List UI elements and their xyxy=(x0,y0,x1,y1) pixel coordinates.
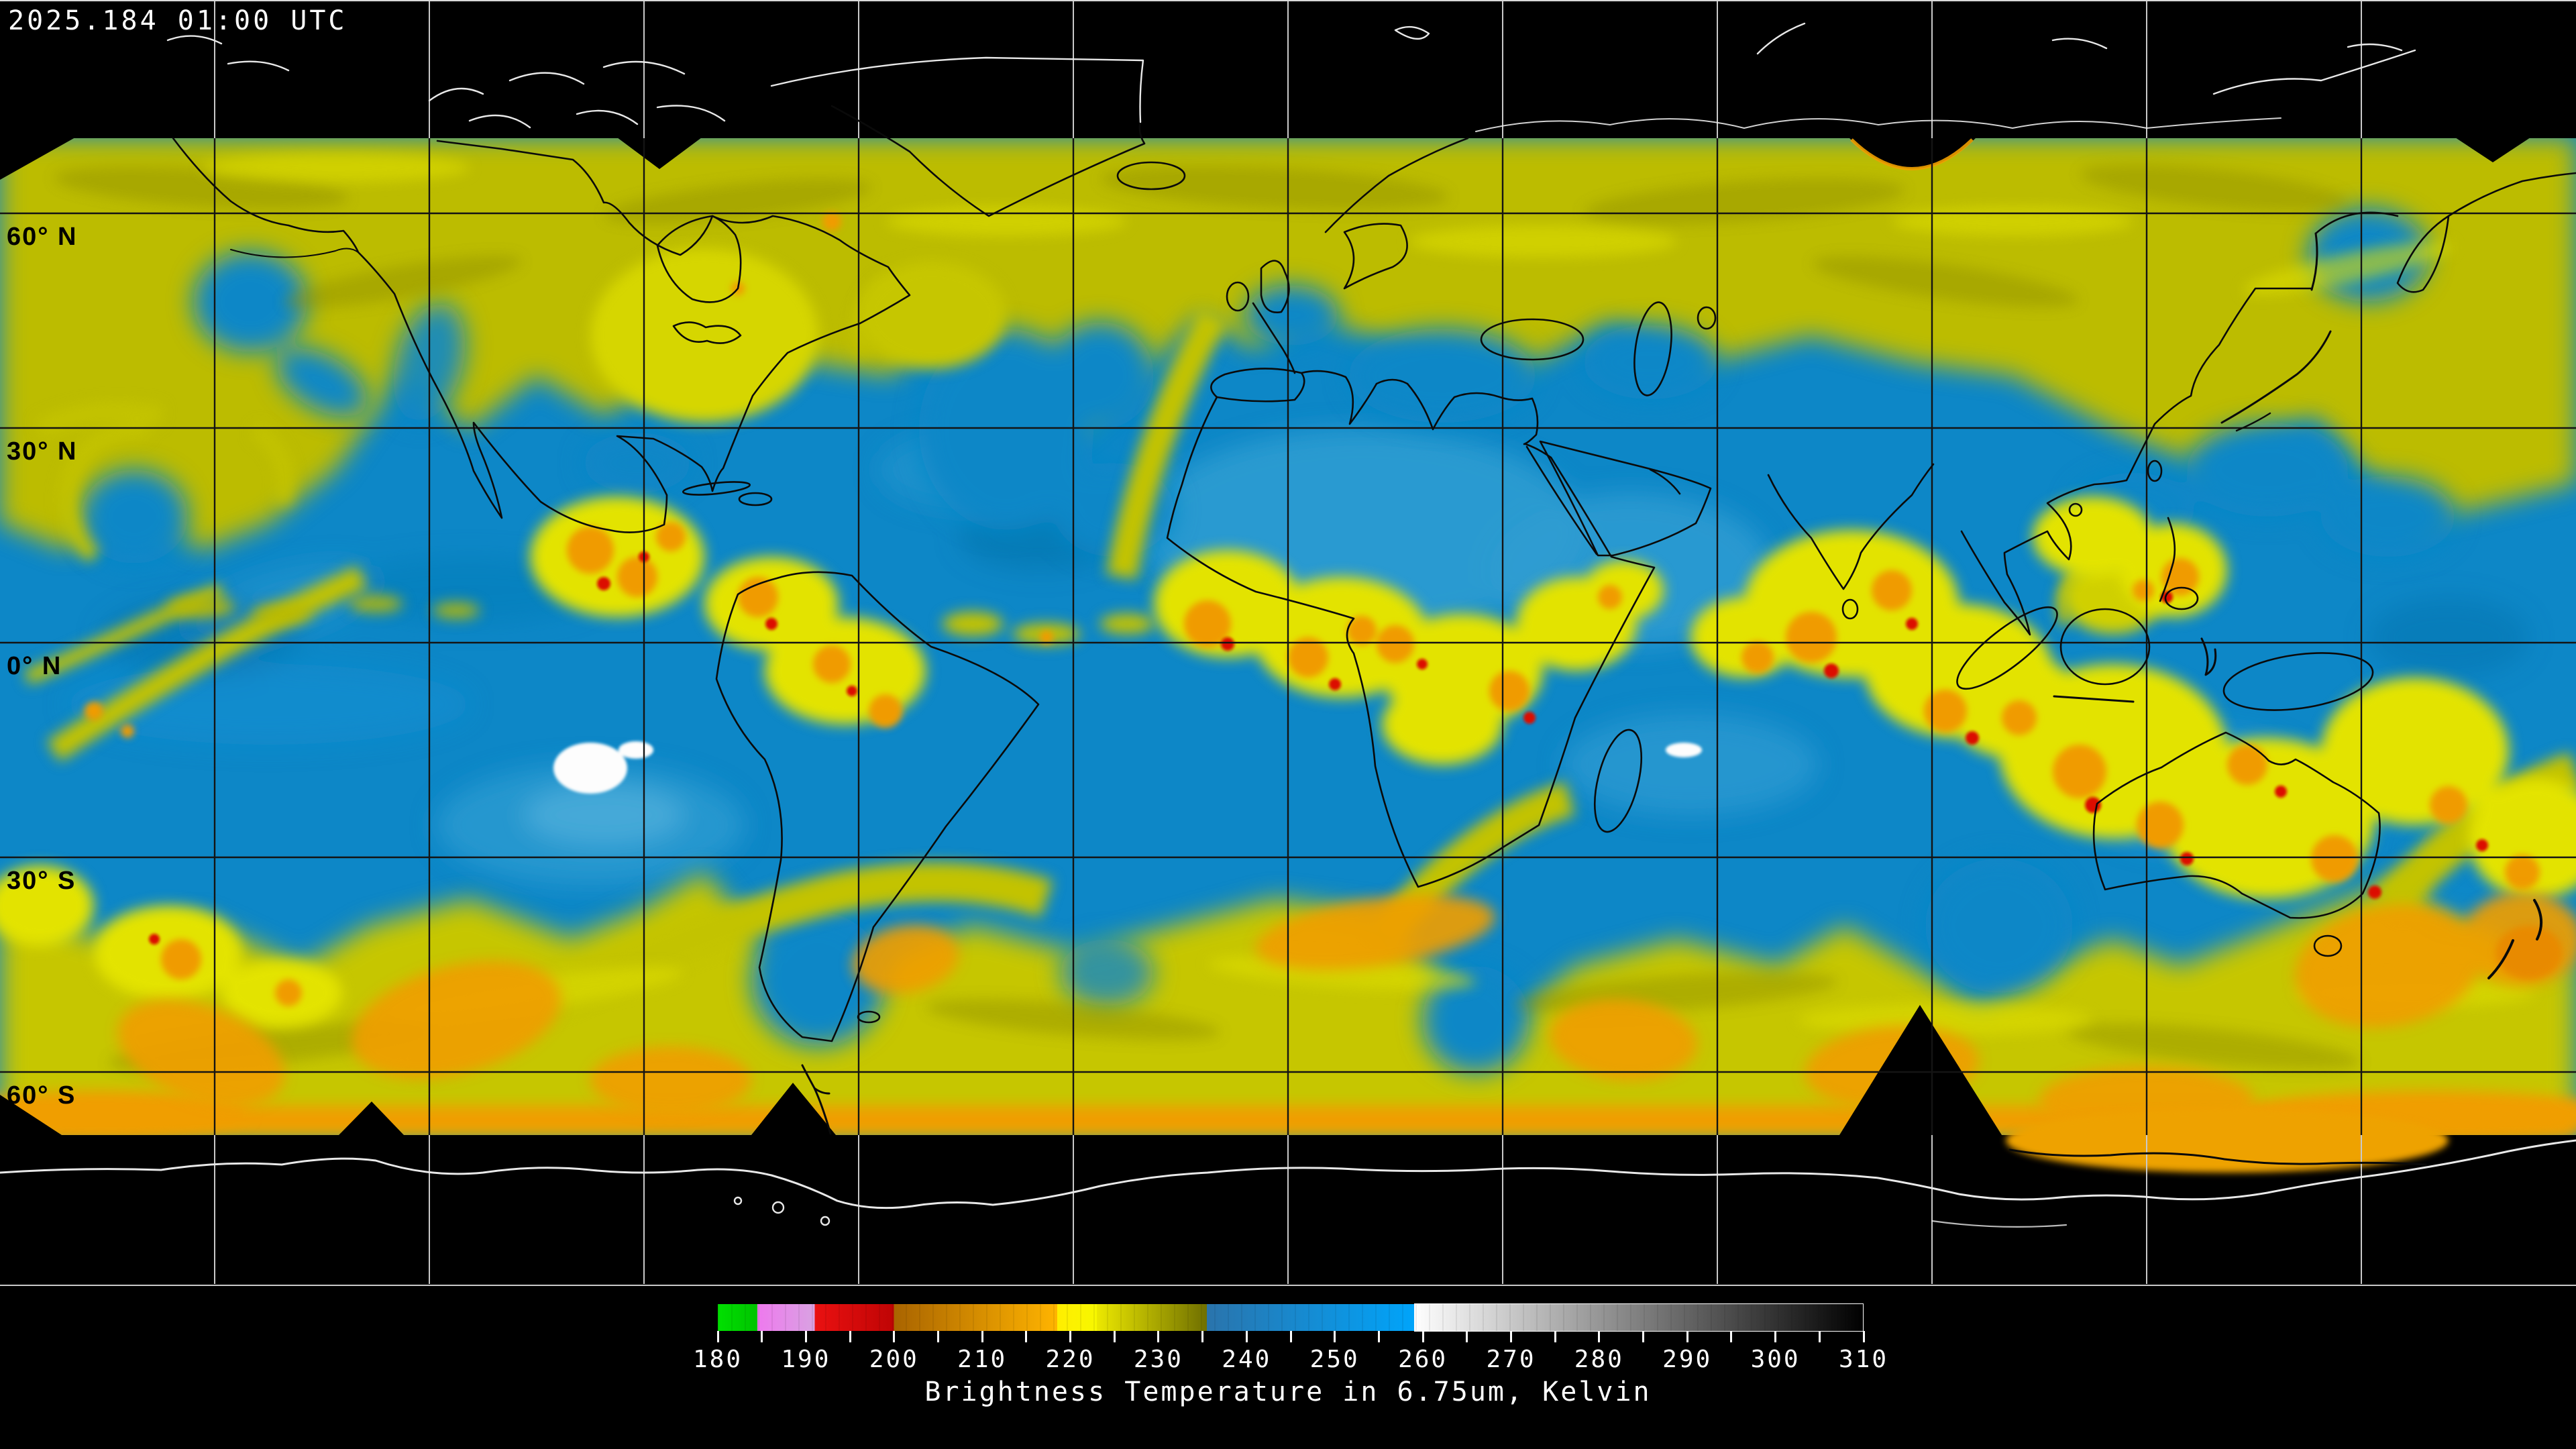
swath-edge-orange-fringe xyxy=(1850,138,1974,170)
lat-label-60n: 60° N xyxy=(7,223,78,251)
colorbar-tick-label: 190 xyxy=(781,1346,831,1373)
colorbar-tick-label: 260 xyxy=(1398,1346,1448,1373)
colorbar-tick xyxy=(1201,1331,1204,1342)
colorbar-tick xyxy=(1069,1331,1071,1342)
colorbar-tick xyxy=(849,1331,851,1342)
colorbar-tick-label: 200 xyxy=(869,1346,919,1373)
colorbar-tick xyxy=(1289,1331,1292,1342)
global-water-vapor-map xyxy=(0,0,2576,1286)
coastlines-over-space xyxy=(0,22,2576,1228)
colorbar-banding xyxy=(718,1304,1864,1331)
colorbar-tick-label: 230 xyxy=(1133,1346,1183,1373)
colorbar-tick xyxy=(1245,1331,1248,1342)
colorbar-tick xyxy=(1862,1331,1865,1342)
colorbar-tick xyxy=(1334,1331,1336,1342)
colorbar-tick xyxy=(981,1331,983,1342)
swath-extension xyxy=(2006,1108,2449,1173)
colorbar-tick xyxy=(1466,1331,1468,1342)
lat-label-30n: 30° N xyxy=(7,437,78,466)
colorbar-tick xyxy=(1730,1331,1733,1342)
map-frame xyxy=(0,0,2576,1286)
colorbar-tick xyxy=(1818,1331,1821,1342)
timestamp: 2025.184 01:00 UTC xyxy=(8,5,347,36)
colorbar-tick xyxy=(1025,1331,1028,1342)
colorbar-tick xyxy=(716,1331,719,1342)
colorbar-tick xyxy=(1598,1331,1601,1342)
colorbar-title: Brightness Temperature in 6.75um, Kelvin xyxy=(924,1377,1652,1407)
colorbar-tick xyxy=(761,1331,763,1342)
colorbar-tick-label: 240 xyxy=(1222,1346,1272,1373)
colorbar-tick xyxy=(1554,1331,1556,1342)
colorbar-tick xyxy=(1642,1331,1644,1342)
colorbar-tick-label: 250 xyxy=(1309,1346,1360,1373)
colorbar-tick-label: 300 xyxy=(1750,1346,1801,1373)
colorbar-tick-label: 180 xyxy=(692,1346,743,1373)
coastlines-over-data xyxy=(172,105,2576,1166)
lat-label-0n: 0° N xyxy=(7,652,62,680)
colorbar-tick xyxy=(1377,1331,1380,1342)
colorbar-tick xyxy=(1421,1331,1424,1342)
colorbar-tick xyxy=(937,1331,939,1342)
swath-edge-notches xyxy=(0,138,2530,1135)
colorbar-tick-label: 210 xyxy=(957,1346,1008,1373)
colorbar-tick xyxy=(1686,1331,1688,1342)
lat-label-60s: 60° S xyxy=(7,1081,76,1110)
lat-label-30s: 30° S xyxy=(7,867,76,895)
colorbar-tick-label: 220 xyxy=(1045,1346,1095,1373)
colorbar-tick xyxy=(1157,1331,1160,1342)
colorbar xyxy=(718,1303,1864,1332)
colorbar-tick-label: 270 xyxy=(1486,1346,1536,1373)
colorbar-tick-label: 280 xyxy=(1574,1346,1624,1373)
colorbar-tick xyxy=(1113,1331,1116,1342)
colorbar-tick-label: 290 xyxy=(1662,1346,1713,1373)
graticule-over-data xyxy=(0,138,2576,1135)
colorbar-tick xyxy=(1510,1331,1512,1342)
colorbar-tick xyxy=(893,1331,896,1342)
colorbar-tick xyxy=(1774,1331,1777,1342)
colorbar-tick-label: 310 xyxy=(1838,1346,1889,1373)
colorbar-tick xyxy=(804,1331,807,1342)
